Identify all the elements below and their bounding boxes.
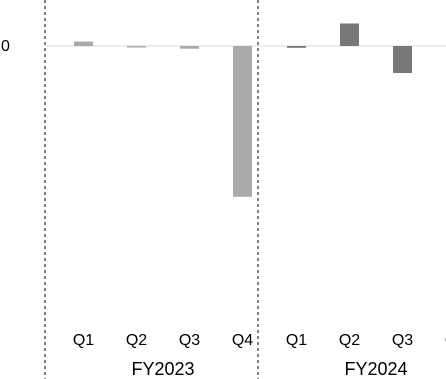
x-tick-label-fy2023-q4: Q4: [232, 332, 253, 349]
bar-fy2023-q1: [74, 41, 93, 46]
x-tick-label-fy2024-q3: Q3: [392, 332, 413, 349]
bar-fy2023-q3: [180, 46, 199, 49]
bar-fy2024-q2: [340, 23, 359, 46]
x-tick-label-fy2023-q2: Q2: [126, 332, 147, 349]
bar-layer: [74, 23, 412, 197]
x-tick-label-fy2023-q3: Q3: [179, 332, 200, 349]
bar-fy2023-q2: [127, 46, 146, 48]
x-tick-label-fy2024-q2: Q2: [339, 332, 360, 349]
x-tick-label-fy2024-q1: Q1: [286, 332, 307, 349]
group-label-fy2023: FY2023: [131, 359, 194, 379]
bar-fy2023-q4: [233, 46, 252, 197]
bar-fy2024-q1: [287, 46, 306, 48]
bar-fy2024-q3: [393, 46, 412, 73]
x-tick-label-fy2023-q1: Q1: [73, 332, 94, 349]
group-label-fy2024: FY2024: [344, 359, 407, 379]
y-tick-label-zero: 0: [1, 38, 10, 55]
label-layer: Q1 Q2 Q3 Q4 FY2023 Q1 Q2 Q3 Q4 FY2024: [73, 332, 446, 379]
x-tick-label-fy2024-q4: Q4: [445, 332, 446, 349]
